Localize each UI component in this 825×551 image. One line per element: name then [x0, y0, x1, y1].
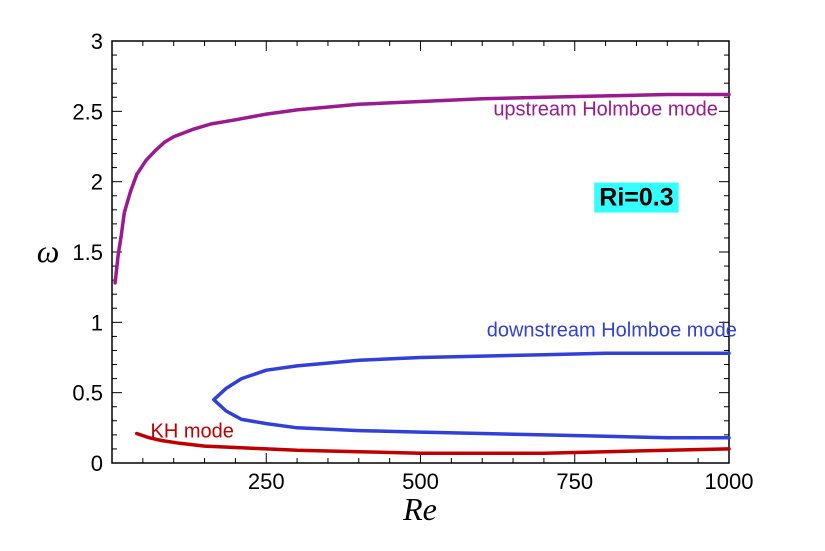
series-line-kh-mode — [134, 431, 731, 455]
axis-ticks — [112, 41, 730, 463]
y-tick-label: 1.5 — [72, 240, 103, 265]
series-line-upstream-holmboe-mode — [113, 92, 731, 285]
ri-label: Ri=0.3 — [599, 184, 673, 212]
ri-callout: Ri=0.3 — [594, 182, 679, 213]
x-tick-label: 750 — [556, 469, 593, 494]
y-tick-label: 2.5 — [72, 99, 103, 124]
annotation-layer: upstream Holmboe mode downstream Holmboe … — [151, 99, 737, 443]
series-layer — [113, 92, 731, 455]
ri-label-background — [594, 182, 679, 213]
y-axis-title: ω — [37, 233, 60, 269]
x-tick-label: 1000 — [705, 469, 754, 494]
series-annotation: upstream Holmboe mode — [493, 99, 718, 121]
x-tick-label: 250 — [248, 469, 285, 494]
x-axis-title: Re — [402, 491, 437, 527]
series-annotation: downstream Holmboe mode — [487, 319, 737, 341]
y-tick-label: 0.5 — [72, 381, 103, 406]
series-line-downstream-holmboe-mode — [212, 351, 731, 440]
y-tick-label: 3 — [91, 29, 103, 54]
y-tick-label: 0 — [91, 451, 103, 476]
x-tick-label: 500 — [402, 469, 439, 494]
series-annotation: KH mode — [151, 421, 234, 443]
y-tick-label: 2 — [91, 170, 103, 195]
y-tick-label: 1 — [91, 310, 103, 335]
tick-labels: 250 500 750 1000 0 0.5 1 1.5 2 2.5 3 — [72, 29, 753, 494]
